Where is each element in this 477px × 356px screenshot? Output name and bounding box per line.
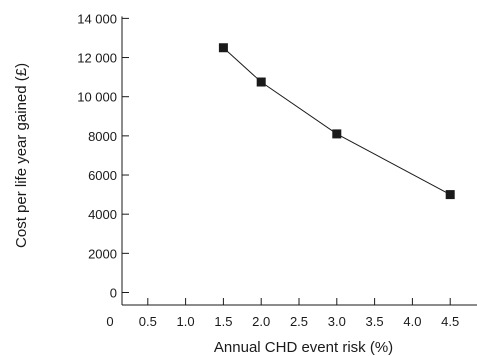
x-tick-label: 0 [106, 314, 113, 329]
y-axis-ticks: 0 2000 4000 6000 8000 10 000 12 000 14 000 [77, 11, 129, 301]
x-tick-label: 2.0 [252, 314, 270, 329]
x-tick-label: 4.0 [403, 314, 421, 329]
data-point-marker [332, 129, 342, 139]
x-tick-label: 1.5 [214, 314, 232, 329]
y-tick-label: 0 [110, 286, 117, 301]
series-line [223, 47, 451, 196]
y-tick-label: 12 000 [77, 51, 117, 66]
x-axis-ticks: 0 0.5 1.0 1.5 2.0 2.5 3.0 3.5 4.0 4.5 [106, 298, 459, 329]
x-tick-label: 1.0 [177, 314, 195, 329]
y-tick-label: 14 000 [77, 11, 117, 26]
y-tick-label: 4000 [88, 207, 117, 222]
data-point-marker [256, 77, 266, 87]
y-tick-label: 8000 [88, 129, 117, 144]
y-tick-label: 10 000 [77, 90, 117, 105]
x-tick-label: 3.0 [328, 314, 346, 329]
x-tick-label: 3.5 [366, 314, 384, 329]
data-point-marker [445, 190, 455, 200]
y-axis-title: Cost per life year gained (£) [13, 63, 30, 248]
x-tick-label: 4.5 [441, 314, 459, 329]
y-tick-label: 2000 [88, 246, 117, 261]
data-point-marker [218, 43, 228, 53]
x-tick-label: 2.5 [290, 314, 308, 329]
axes [121, 16, 477, 306]
y-tick-label: 6000 [88, 168, 117, 183]
plot-area [218, 43, 455, 200]
x-axis-title: Annual CHD event risk (%) [214, 339, 393, 356]
x-tick-label: 0.5 [139, 314, 157, 329]
